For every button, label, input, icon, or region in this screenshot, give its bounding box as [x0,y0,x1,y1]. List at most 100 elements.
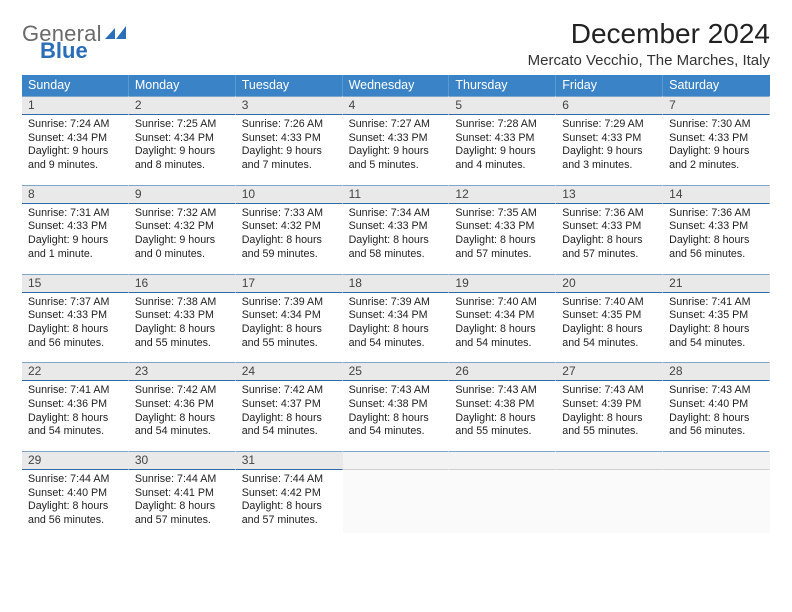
day-number: 26 [449,362,556,381]
sunset-line: Sunset: 4:40 PM [669,398,763,412]
daylight-line: Daylight: 8 hours and 54 minutes. [455,323,549,350]
sunset-line: Sunset: 4:35 PM [669,309,763,323]
day-number: 23 [129,362,236,381]
sunset-line: Sunset: 4:37 PM [242,398,336,412]
sunrise-line: Sunrise: 7:39 AM [242,296,336,310]
brand-line2: Blue [40,41,127,62]
day-number: 21 [663,274,770,293]
day-cell: Sunrise: 7:39 AMSunset: 4:34 PMDaylight:… [236,293,343,356]
day-cell: Sunrise: 7:38 AMSunset: 4:33 PMDaylight:… [129,293,236,356]
day-cell: Sunrise: 7:36 AMSunset: 4:33 PMDaylight:… [556,204,663,267]
week-spacer [22,267,770,274]
sunset-line: Sunset: 4:32 PM [242,220,336,234]
sunset-line: Sunset: 4:33 PM [135,309,229,323]
sunset-line: Sunset: 4:33 PM [455,132,549,146]
daylight-line: Daylight: 8 hours and 55 minutes. [562,412,656,439]
sunset-line: Sunset: 4:33 PM [562,220,656,234]
day-number: 3 [236,96,343,115]
sunrise-line: Sunrise: 7:32 AM [135,207,229,221]
sunrise-line: Sunrise: 7:24 AM [28,118,122,132]
dow-cell: Sunday [22,75,129,96]
sunset-line: Sunset: 4:34 PM [28,132,122,146]
day-cell: Sunrise: 7:29 AMSunset: 4:33 PMDaylight:… [556,115,663,178]
sunrise-line: Sunrise: 7:43 AM [669,384,763,398]
day-number: 2 [129,96,236,115]
dow-cell: Saturday [663,75,770,96]
sunset-line: Sunset: 4:33 PM [349,132,443,146]
day-number [556,451,663,470]
day-cell: Sunrise: 7:27 AMSunset: 4:33 PMDaylight:… [343,115,450,178]
day-cell [449,470,556,533]
daynum-row: 22232425262728 [22,362,770,381]
daylight-line: Daylight: 8 hours and 58 minutes. [349,234,443,261]
daylight-line: Daylight: 9 hours and 5 minutes. [349,145,443,172]
day-cell: Sunrise: 7:44 AMSunset: 4:40 PMDaylight:… [22,470,129,533]
daylight-line: Daylight: 8 hours and 56 minutes. [669,412,763,439]
day-number: 13 [556,185,663,204]
day-number: 16 [129,274,236,293]
day-number: 27 [556,362,663,381]
day-cell: Sunrise: 7:41 AMSunset: 4:35 PMDaylight:… [663,293,770,356]
sunrise-line: Sunrise: 7:40 AM [562,296,656,310]
day-cell: Sunrise: 7:42 AMSunset: 4:37 PMDaylight:… [236,381,343,444]
brand-logo: General Blue [22,18,127,62]
sunrise-line: Sunrise: 7:34 AM [349,207,443,221]
sunset-line: Sunset: 4:34 PM [135,132,229,146]
week-spacer [22,178,770,185]
daylight-line: Daylight: 9 hours and 2 minutes. [669,145,763,172]
sunrise-line: Sunrise: 7:35 AM [455,207,549,221]
sunset-line: Sunset: 4:34 PM [455,309,549,323]
day-cell: Sunrise: 7:28 AMSunset: 4:33 PMDaylight:… [449,115,556,178]
day-cell: Sunrise: 7:44 AMSunset: 4:41 PMDaylight:… [129,470,236,533]
day-body-row: Sunrise: 7:44 AM Sunset: 4:40 PM Daylight:… [22,470,770,533]
daylight-line: Daylight: 8 hours and 54 minutes. [562,323,656,350]
sunrise-line: Sunrise: 7:43 AM [349,384,443,398]
daylight-line: Daylight: 9 hours and 0 minutes. [135,234,229,261]
day-number: 29 [22,451,129,470]
day-number: 17 [236,274,343,293]
sunset-line: Sunset: 4:36 PM [28,398,122,412]
sunset-line: Sunset: 4:40 PM [28,487,122,501]
sunrise-line: Sunrise: 7:29 AM [562,118,656,132]
week-spacer [22,444,770,451]
sunset-line: Sunset: 4:38 PM [349,398,443,412]
day-cell: Sunrise: 7:36 AMSunset: 4:33 PMDaylight:… [663,204,770,267]
sunrise-line: Sunrise: 7:41 AM [28,384,122,398]
daylight-line: Daylight: 9 hours and 3 minutes. [562,145,656,172]
sunrise-line: Sunrise: 7:40 AM [455,296,549,310]
sunrise-line: Sunrise: 7:36 AM [562,207,656,221]
sunrise-line: Sunrise: 7:41 AM [669,296,763,310]
daylight-line: Daylight: 8 hours and 56 minutes. [28,323,122,350]
daylight-line: Daylight: 9 hours and 4 minutes. [455,145,549,172]
sunset-line: Sunset: 4:39 PM [562,398,656,412]
sunset-line: Sunset: 4:35 PM [562,309,656,323]
day-cell: Sunrise: 7:26 AMSunset: 4:33 PMDaylight:… [236,115,343,178]
sunset-line: Sunset: 4:38 PM [455,398,549,412]
sunset-line: Sunset: 4:33 PM [28,309,122,323]
daylight-line: Daylight: 8 hours and 56 minutes. [669,234,763,261]
day-number: 31 [236,451,343,470]
daylight-line: Daylight: 8 hours and 57 minutes. [455,234,549,261]
sunset-line: Sunset: 4:34 PM [349,309,443,323]
day-cell [343,470,450,533]
daynum-row: 293031 [22,451,770,470]
day-cell: Sunrise: 7:40 AMSunset: 4:34 PMDaylight:… [449,293,556,356]
day-number: 8 [22,185,129,204]
daylight-line: Daylight: 8 hours and 57 minutes. [135,500,229,527]
dow-cell: Thursday [449,75,556,96]
sunrise-line: Sunrise: 7:43 AM [562,384,656,398]
sunrise-line: Sunrise: 7:44 AM [135,473,229,487]
weeks-container: 1234567Sunrise: 7:24 AMSunset: 4:34 PMDa… [22,96,770,533]
day-cell: Sunrise: 7:41 AMSunset: 4:36 PMDaylight:… [22,381,129,444]
dow-cell: Friday [556,75,663,96]
day-cell: Sunrise: 7:39 AMSunset: 4:34 PMDaylight:… [343,293,450,356]
day-cell: Sunrise: 7:43 AMSunset: 4:39 PMDaylight:… [556,381,663,444]
calendar-grid: SundayMondayTuesdayWednesdayThursdayFrid… [22,75,770,533]
sunset-line: Sunset: 4:41 PM [135,487,229,501]
day-number: 10 [236,185,343,204]
sunrise-line: Sunrise: 7:44 AM [242,473,336,487]
sunrise-line: Sunrise: 7:36 AM [669,207,763,221]
day-cell: Sunrise: 7:32 AMSunset: 4:32 PMDaylight:… [129,204,236,267]
daylight-line: Daylight: 8 hours and 57 minutes. [562,234,656,261]
daylight-line: Daylight: 8 hours and 54 minutes. [349,412,443,439]
